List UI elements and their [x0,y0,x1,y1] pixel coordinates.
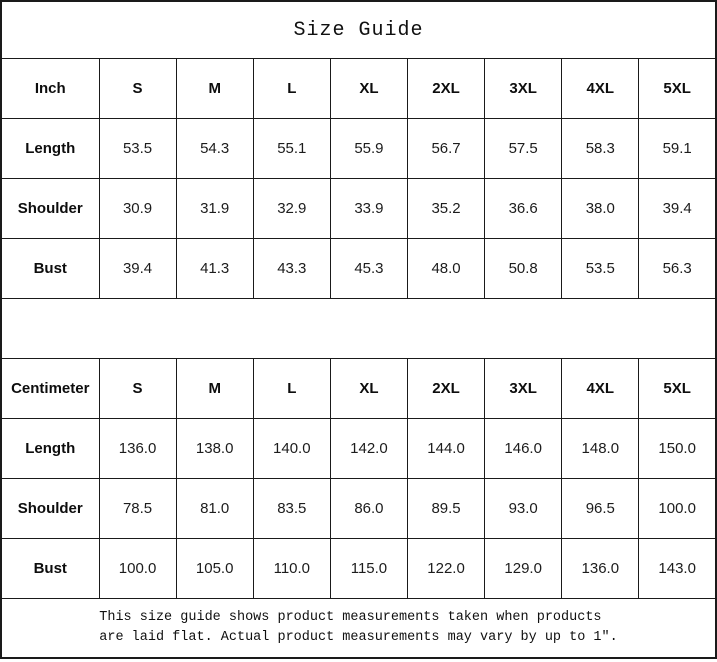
inch-length-row: Length 53.5 54.3 55.1 55.9 56.7 57.5 58.… [0,118,717,179]
measurement-value: 43.3 [252,238,331,299]
measurement-value: 41.3 [175,238,254,299]
measurement-value: 115.0 [329,538,409,599]
size-header-3xl: 3XL [484,58,563,119]
footer-row: This size guide shows product measuremen… [0,598,717,659]
measurement-value: 58.3 [561,118,640,179]
size-header-2xl: 2XL [406,58,486,119]
size-header-5xl: 5XL [638,58,717,119]
footer-note-cell: This size guide shows product measuremen… [0,598,717,659]
inch-bust-row: Bust 39.4 41.3 43.3 45.3 48.0 50.8 53.5 … [0,238,717,299]
measurement-value: 56.7 [406,118,486,179]
footer-note-line1: This size guide shows product measuremen… [99,610,602,625]
row-label-length: Length [0,118,100,179]
measurement-value: 136.0 [561,538,640,599]
measurement-value: 148.0 [561,418,640,479]
measurement-value: 100.0 [638,478,717,539]
inch-header-row: Inch S M L XL 2XL 3XL 4XL 5XL [0,58,717,119]
size-header-m: M [175,358,254,419]
cm-header-row: Centimeter S M L XL 2XL 3XL 4XL 5XL [0,358,717,419]
measurement-value: 83.5 [252,478,331,539]
footer-note-line2: are laid flat. Actual product measuremen… [99,630,618,645]
size-header-xl: XL [329,58,409,119]
measurement-value: 36.6 [484,178,563,239]
measurement-value: 144.0 [406,418,486,479]
size-header-2xl: 2XL [406,358,486,419]
footer-note: This size guide shows product measuremen… [99,608,617,648]
measurement-value: 146.0 [484,418,563,479]
measurement-value: 81.0 [175,478,254,539]
measurement-value: 54.3 [175,118,254,179]
measurement-value: 32.9 [252,178,331,239]
measurement-value: 50.8 [484,238,563,299]
row-label-shoulder: Shoulder [0,178,100,239]
measurement-value: 30.9 [98,178,177,239]
measurement-value: 35.2 [406,178,486,239]
measurement-value: 140.0 [252,418,331,479]
spacer-row [0,298,717,359]
measurement-value: 105.0 [175,538,254,599]
measurement-value: 89.5 [406,478,486,539]
cm-shoulder-row: Shoulder 78.5 81.0 83.5 86.0 89.5 93.0 9… [0,478,717,539]
measurement-value: 93.0 [484,478,563,539]
size-header-3xl: 3XL [484,358,563,419]
measurement-value: 38.0 [561,178,640,239]
row-label-length: Length [0,418,100,479]
cm-length-row: Length 136.0 138.0 140.0 142.0 144.0 146… [0,418,717,479]
measurement-value: 143.0 [638,538,717,599]
measurement-value: 129.0 [484,538,563,599]
measurement-value: 136.0 [98,418,177,479]
spacer-cell [0,298,717,359]
size-header-s: S [98,58,177,119]
size-header-4xl: 4XL [561,58,640,119]
size-header-m: M [175,58,254,119]
measurement-value: 142.0 [329,418,409,479]
measurement-value: 31.9 [175,178,254,239]
measurement-value: 39.4 [638,178,717,239]
measurement-value: 138.0 [175,418,254,479]
measurement-value: 56.3 [638,238,717,299]
measurement-value: 110.0 [252,538,331,599]
measurement-value: 100.0 [98,538,177,599]
measurement-value: 78.5 [98,478,177,539]
measurement-value: 86.0 [329,478,409,539]
measurement-value: 57.5 [484,118,563,179]
measurement-value: 39.4 [98,238,177,299]
measurement-value: 55.9 [329,118,409,179]
size-header-l: L [252,58,331,119]
size-header-4xl: 4XL [561,358,640,419]
inch-shoulder-row: Shoulder 30.9 31.9 32.9 33.9 35.2 36.6 3… [0,178,717,239]
row-label-bust: Bust [0,238,100,299]
measurement-value: 45.3 [329,238,409,299]
measurement-value: 96.5 [561,478,640,539]
measurement-value: 59.1 [638,118,717,179]
unit-header-centimeter: Centimeter [0,358,100,419]
row-label-shoulder: Shoulder [0,478,100,539]
measurement-value: 48.0 [406,238,486,299]
measurement-value: 53.5 [561,238,640,299]
unit-header-inch: Inch [0,58,100,119]
measurement-value: 55.1 [252,118,331,179]
row-label-bust: Bust [0,538,100,599]
measurement-value: 122.0 [406,538,486,599]
measurement-value: 150.0 [638,418,717,479]
size-header-xl: XL [329,358,409,419]
measurement-value: 33.9 [329,178,409,239]
cm-bust-row: Bust 100.0 105.0 110.0 115.0 122.0 129.0… [0,538,717,599]
title-row: Size Guide [0,0,717,59]
measurement-value: 53.5 [98,118,177,179]
size-header-l: L [252,358,331,419]
size-header-5xl: 5XL [638,358,717,419]
size-header-s: S [98,358,177,419]
page-title: Size Guide [0,0,717,59]
